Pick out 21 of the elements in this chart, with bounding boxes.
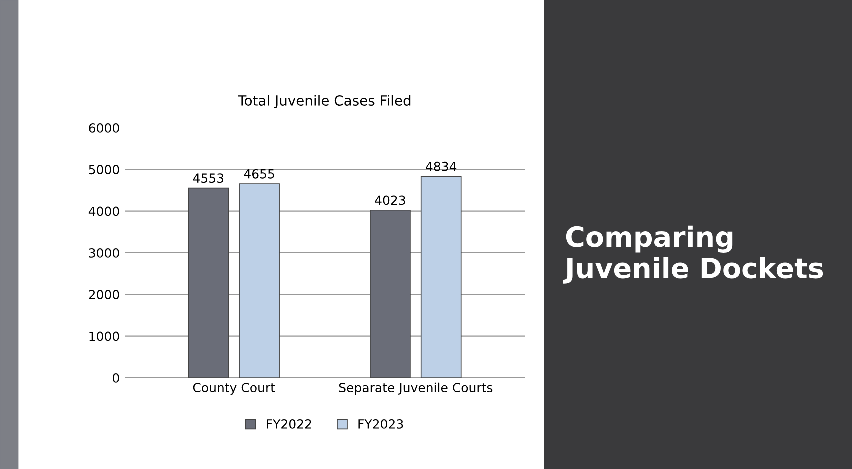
bar	[239, 184, 280, 378]
data-label: 4655	[244, 169, 274, 179]
y-tick-label: 1000	[90, 332, 120, 342]
x-tick-label: Separate Juvenile Courts	[339, 382, 493, 395]
y-tick-label: 0	[113, 373, 120, 383]
legend-label: FY2023	[358, 419, 404, 429]
data-label: 4834	[426, 162, 457, 172]
bar	[370, 210, 411, 378]
y-tick-label: 4000	[88, 206, 120, 216]
x-tick-label: County Court	[193, 383, 276, 395]
data-label: 4023	[375, 196, 406, 206]
legend-label: FY2022	[267, 419, 312, 429]
y-tick-label: 5000	[89, 165, 120, 175]
text: Comparing Juvenile Dockets	[563, 226, 824, 284]
bar	[188, 188, 230, 378]
data-label: 4553	[193, 174, 224, 184]
bar	[420, 176, 462, 378]
y-tick-label: 2000	[89, 290, 120, 300]
chart-title: Total Juvenile Cases Filed	[238, 95, 411, 109]
y-tick-label: 3000	[89, 248, 120, 258]
y-tick-label: 6000	[89, 123, 120, 133]
